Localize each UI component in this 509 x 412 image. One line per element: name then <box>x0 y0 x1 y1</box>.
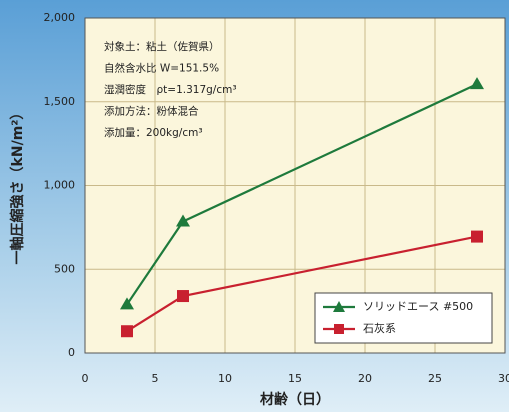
y-tick-label: 2,000 <box>44 11 76 24</box>
marker <box>471 230 483 243</box>
x-tick-label: 25 <box>428 372 442 385</box>
annotation: 添加量：200kg/cm³ <box>104 126 203 139</box>
x-tick-label: 0 <box>82 372 89 385</box>
x-tick-label: 15 <box>288 372 302 385</box>
y-axis-title: 一軸圧縮強さ（kN/m²） <box>9 106 26 265</box>
marker <box>470 77 484 90</box>
x-tick-label: 10 <box>218 372 232 385</box>
marker <box>121 325 133 338</box>
marker <box>177 290 189 303</box>
marker <box>176 214 190 227</box>
x-tick-label: 30 <box>498 372 509 385</box>
legend <box>314 292 493 344</box>
annotation: 対象土：粘土（佐賀県） <box>104 40 220 53</box>
y-tick-label: 1,000 <box>44 179 76 192</box>
y-tick-label: 0 <box>68 346 75 359</box>
legend-label: ソリッドエース #500 <box>363 300 473 313</box>
y-tick-label: 500 <box>54 262 75 275</box>
marker <box>120 297 134 310</box>
y-tick-label: 1,500 <box>44 95 76 108</box>
x-axis-title: 材齢（日） <box>260 391 330 408</box>
legend-label: 石灰系 <box>363 321 396 335</box>
annotation: 湿潤密度 ρt=1.317g/cm³ <box>104 83 237 96</box>
x-tick-label: 20 <box>358 372 372 385</box>
plot-frame <box>84 17 506 354</box>
annotation: 添加方法：粉体混合 <box>104 105 199 118</box>
x-tick-label: 5 <box>152 372 159 385</box>
annotation: 自然含水比 W=151.5% <box>104 62 219 75</box>
legend-marker <box>333 301 345 312</box>
legend-marker <box>334 324 344 334</box>
